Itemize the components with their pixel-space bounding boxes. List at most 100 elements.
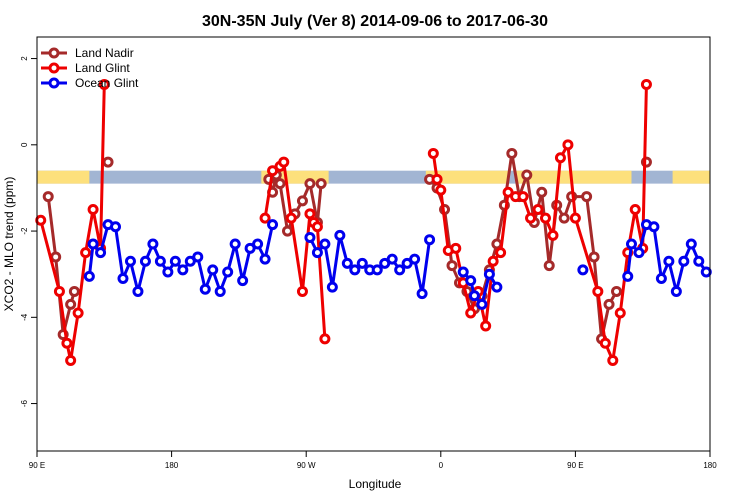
- data-point: [110, 221, 122, 233]
- data-point: [457, 266, 469, 278]
- data-point: [521, 169, 533, 181]
- data-point: [80, 247, 92, 259]
- data-point: [588, 251, 600, 263]
- data-point: [558, 212, 570, 224]
- data-point: [539, 212, 551, 224]
- y-tick-label: -2: [20, 227, 29, 235]
- land-band: [37, 170, 90, 184]
- data-point: [491, 281, 503, 293]
- data-point: [304, 208, 316, 220]
- data-point: [465, 275, 477, 287]
- legend-marker: [48, 77, 60, 89]
- data-point: [267, 219, 279, 231]
- data-point: [334, 229, 346, 241]
- data-point: [525, 212, 537, 224]
- x-tick-label: 90 E: [567, 461, 583, 470]
- data-point: [581, 191, 593, 203]
- data-point: [296, 195, 308, 207]
- data-point: [162, 266, 174, 278]
- data-point: [487, 255, 499, 267]
- data-point: [154, 255, 166, 267]
- x-tick-label: 90 E: [29, 461, 45, 470]
- legend-marker: [48, 47, 60, 59]
- data-point: [633, 247, 645, 259]
- data-point: [252, 238, 264, 250]
- legend-item: Land Glint: [41, 61, 130, 75]
- data-point: [603, 298, 615, 310]
- data-point: [655, 273, 667, 284]
- data-point: [267, 165, 279, 177]
- data-point: [65, 298, 77, 310]
- land-band: [425, 170, 509, 184]
- legend-item: Land Nadir: [41, 46, 134, 60]
- data-point: [102, 156, 114, 168]
- data-point: [640, 78, 652, 90]
- data-point: [506, 147, 518, 159]
- y-axis-label: XCO2 - MLO trend (ppm): [2, 177, 16, 312]
- data-point: [465, 307, 477, 319]
- data-point: [495, 247, 507, 259]
- chart-title: 30N-35N July (Ver 8) 2014-09-06 to 2017-…: [202, 13, 548, 30]
- series-line: [87, 223, 275, 293]
- data-point: [427, 147, 439, 159]
- data-point: [95, 247, 107, 259]
- data-point: [517, 191, 529, 203]
- data-point: [65, 354, 77, 366]
- x-axis: 90 E 180 90 W 0 90 E 180: [29, 451, 717, 470]
- data-point: [536, 186, 548, 198]
- x-tick-label: 0: [439, 461, 444, 470]
- data-point: [569, 212, 581, 224]
- x-tick-label: 90 W: [297, 461, 316, 470]
- data-point: [480, 320, 492, 332]
- plot-frame: [36, 36, 711, 452]
- data-point: [222, 266, 234, 278]
- data-point: [700, 266, 712, 278]
- y-tick-label: -4: [20, 313, 29, 321]
- data-point: [386, 253, 398, 265]
- land-band: [515, 170, 632, 184]
- data-point: [483, 268, 495, 280]
- data-point: [562, 139, 574, 151]
- data-point: [435, 184, 447, 196]
- data-point: [274, 178, 286, 190]
- data-point: [311, 221, 323, 233]
- data-point: [532, 204, 544, 215]
- data-point: [237, 275, 249, 287]
- data-point: [577, 264, 589, 276]
- data-point: [319, 333, 331, 345]
- data-point: [61, 337, 73, 349]
- data-point: [599, 337, 611, 349]
- data-point: [491, 238, 503, 250]
- data-point: [468, 290, 480, 302]
- data-point: [663, 255, 675, 267]
- data-point: [476, 298, 488, 310]
- data-point: [319, 238, 331, 250]
- data-point: [117, 273, 129, 284]
- data-point: [611, 285, 623, 297]
- data-point: [192, 251, 204, 263]
- data-point: [693, 255, 705, 267]
- data-point: [379, 257, 391, 269]
- y-axis: 2 0 -2 -4 -6: [20, 56, 37, 407]
- data-point: [229, 238, 241, 250]
- data-point: [371, 264, 383, 276]
- series-line: [431, 84, 648, 362]
- data-point: [207, 264, 219, 276]
- data-point: [259, 253, 271, 265]
- data-point: [394, 264, 406, 276]
- data-point: [326, 281, 338, 293]
- data-point: [53, 285, 65, 297]
- data-point: [416, 288, 428, 300]
- series-1: [35, 78, 652, 366]
- data-point: [401, 257, 413, 269]
- data-point: [424, 234, 436, 246]
- data-point: [678, 255, 690, 267]
- data-point: [124, 255, 136, 267]
- surface-band: [37, 170, 710, 184]
- data-point: [87, 238, 99, 250]
- data-point: [431, 173, 443, 185]
- data-point: [648, 221, 660, 233]
- y-tick-label: 2: [20, 56, 29, 61]
- data-point: [259, 212, 271, 224]
- data-point: [42, 191, 54, 203]
